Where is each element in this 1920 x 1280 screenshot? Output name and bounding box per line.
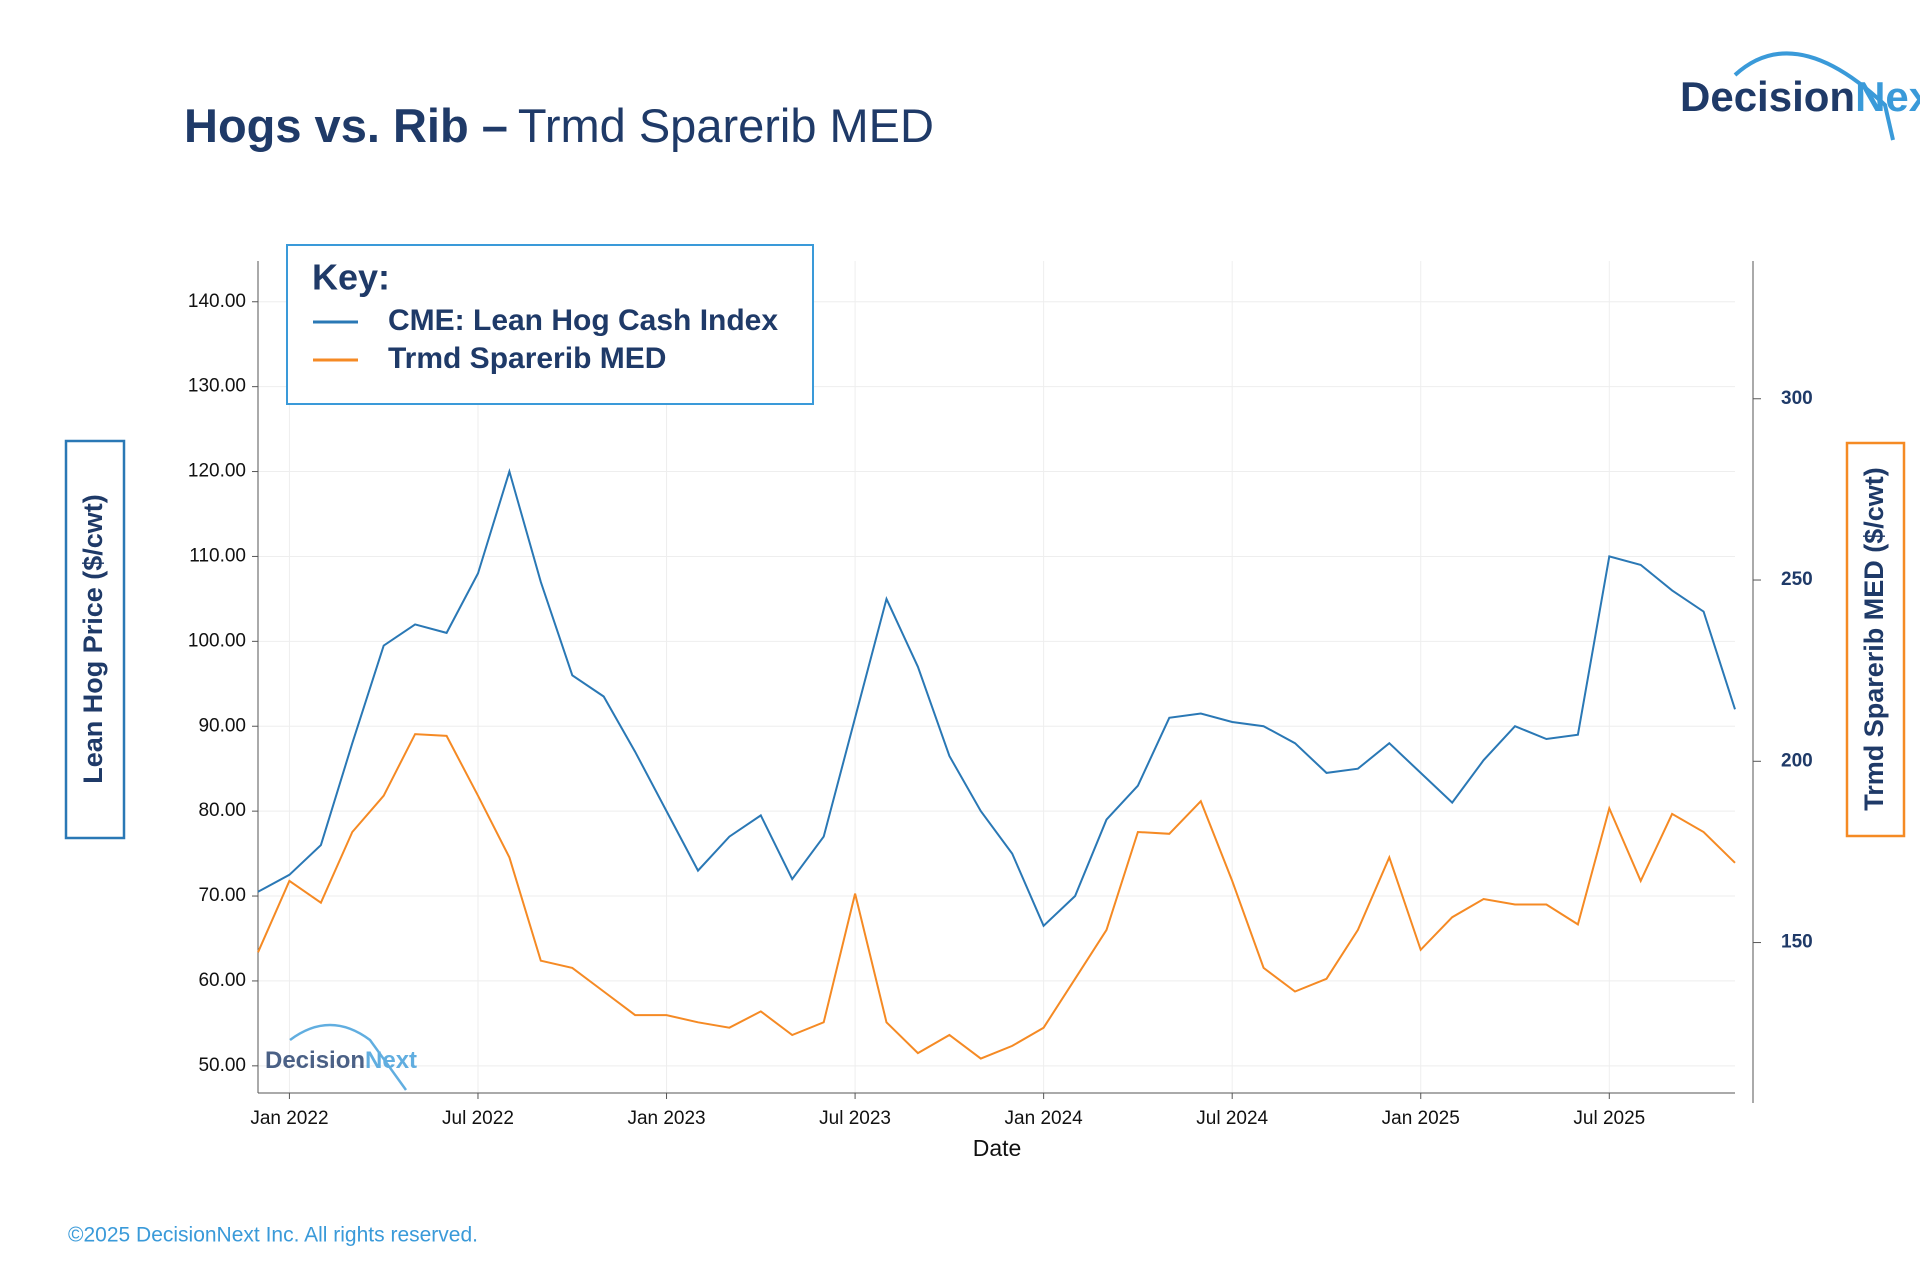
logo-part: Next [365,1047,417,1074]
y-tick-label: 100.00 [188,630,246,651]
y2-tick-label: 150 [1781,932,1813,953]
x-tick-label: Jan 2023 [627,1108,705,1129]
logo-part: Decision [1680,73,1855,120]
x-tick-label: Jul 2024 [1196,1108,1268,1129]
y-tick-label: 130.00 [188,376,246,397]
watermark-arc [289,1023,408,1091]
legend-label: Trmd Sparerib MED [388,342,666,375]
y2-tick-label: 200 [1781,750,1813,771]
ylabel-box [64,439,126,840]
logo-text: DecisionNext [1680,73,1920,120]
series-line [257,467,1736,928]
x-axis-label: Date [973,1135,1022,1161]
y-tick-label: 120.00 [188,461,246,482]
y-tick-label: 50.00 [198,1055,246,1076]
logo: DecisionNext [1680,51,1920,141]
legend-label: CME: Lean Hog Cash Index [388,304,778,337]
legend-box [286,244,814,405]
chart-subtitle: Trmd Sparerib MED [518,99,934,152]
logo-part: Decision [265,1047,365,1074]
y-axis-label: Lean Hog Price ($/cwt) [78,494,108,784]
x-tick-label: Jul 2023 [819,1108,891,1129]
y2-tick-label: 250 [1781,569,1813,590]
chart-title-group: Hogs vs. Rib – Trmd Sparerib MED [184,99,934,152]
logo-part: Next [1855,73,1920,120]
x-tick-label: Jan 2024 [1005,1108,1084,1129]
footer: ©2025 DecisionNext Inc. All rights reser… [68,1224,478,1247]
watermark: DecisionNext [265,1023,417,1091]
y-tick-label: 110.00 [189,545,246,566]
y-tick-label: 140.00 [188,291,246,312]
y2-axis-label: Trmd Sparerib MED ($/cwt) [1859,467,1889,811]
x-tick-label: Jul 2025 [1573,1108,1645,1129]
x-tick-label: Jul 2022 [442,1108,514,1129]
y2label-box [1845,441,1906,838]
chart-title: Hogs vs. Rib – [184,99,508,152]
y-tick-label: 60.00 [198,970,246,991]
watermark-text: DecisionNext [265,1047,417,1074]
y-tick-label: 90.00 [198,715,246,736]
x-tick-label: Jan 2022 [250,1108,328,1129]
logo-arc [1733,51,1895,141]
series-line [257,733,1736,1060]
y-tick-label: 70.00 [198,885,246,906]
y-tick-label: 80.00 [198,800,246,821]
x-tick-label: Jan 2025 [1382,1108,1460,1129]
legend-title: Key: [312,257,390,298]
legend: CME: Lean Hog Cash Index Trmd Sparerib ME… [313,304,778,375]
y2-tick-label: 300 [1781,388,1813,409]
